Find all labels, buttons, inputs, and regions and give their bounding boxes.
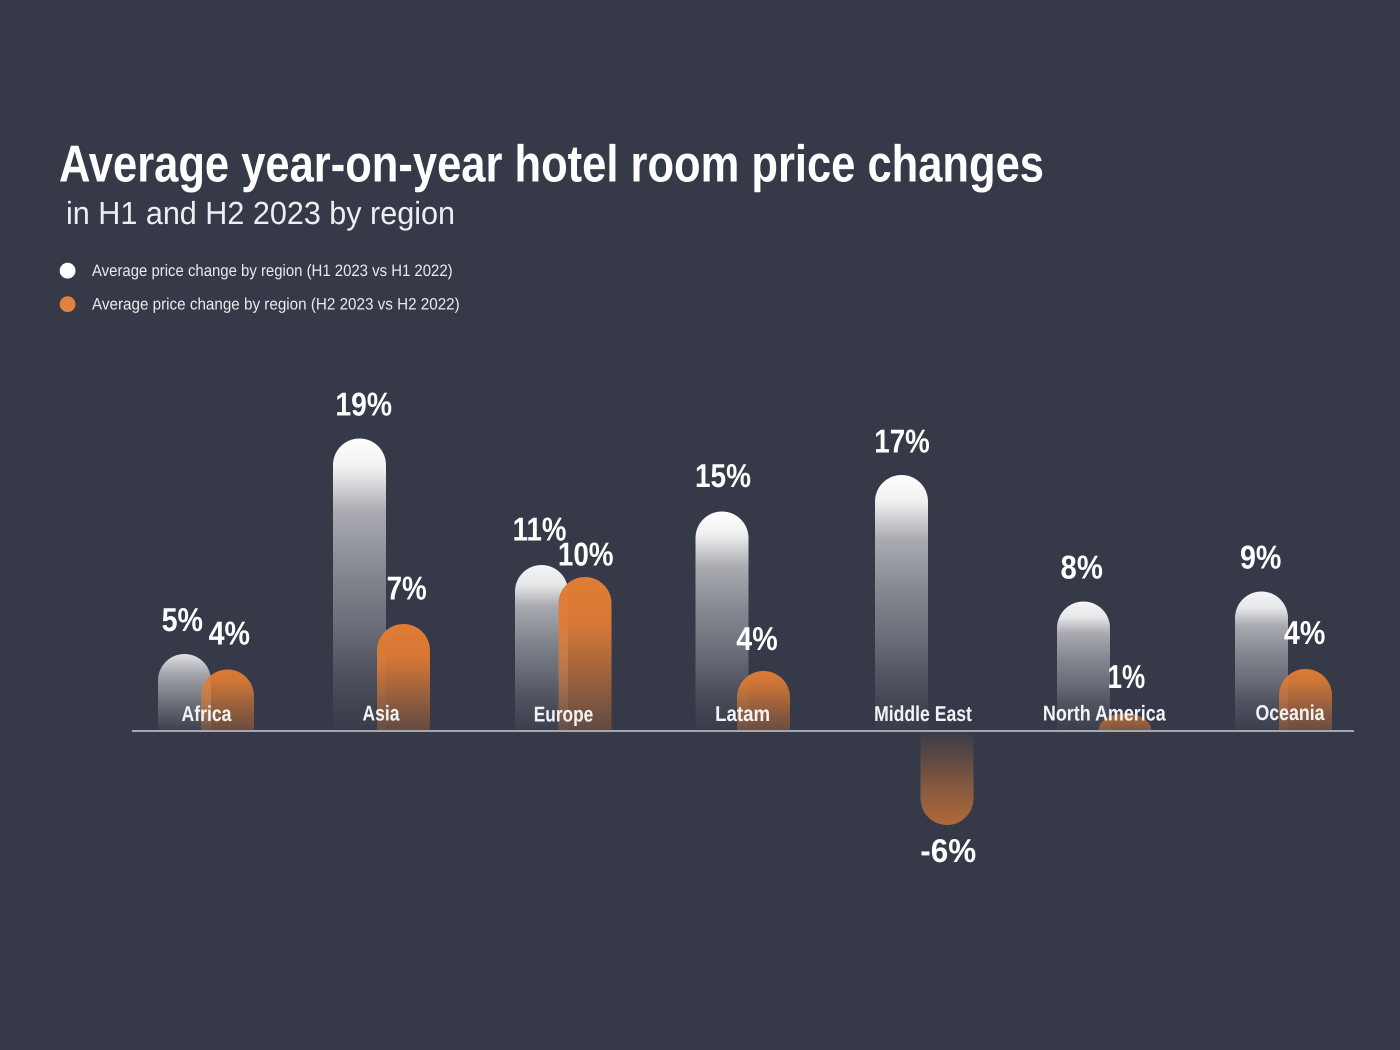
- svg-text:North America: North America: [1043, 702, 1167, 726]
- svg-text:7%: 7%: [387, 570, 427, 607]
- svg-text:17%: 17%: [874, 423, 929, 460]
- svg-text:in H1 and H2 2023 by region: in H1 and H2 2023 by region: [66, 195, 455, 231]
- svg-text:9%: 9%: [1240, 539, 1281, 576]
- svg-text:4%: 4%: [1284, 614, 1325, 651]
- svg-text:8%: 8%: [1061, 549, 1103, 586]
- svg-text:Average year-on-year hotel roo: Average year-on-year hotel room price ch…: [59, 135, 1044, 193]
- svg-text:11%: 11%: [513, 511, 567, 548]
- svg-text:1%: 1%: [1107, 658, 1145, 695]
- svg-text:10%: 10%: [558, 536, 614, 573]
- svg-text:Asia: Asia: [363, 702, 401, 726]
- svg-text:-6%: -6%: [920, 832, 976, 869]
- svg-text:Latam: Latam: [715, 702, 770, 726]
- svg-text:4%: 4%: [736, 620, 777, 657]
- svg-text:19%: 19%: [335, 385, 392, 422]
- svg-text:Africa: Africa: [182, 702, 233, 726]
- svg-text:15%: 15%: [695, 457, 751, 494]
- svg-text:Europe: Europe: [534, 703, 594, 727]
- svg-text:Middle East: Middle East: [874, 702, 972, 726]
- svg-text:Average price change by region: Average price change by region (H1 2023 …: [92, 262, 453, 280]
- svg-text:Average price change by region: Average price change by region (H2 2023 …: [92, 295, 460, 313]
- svg-text:5%: 5%: [162, 601, 203, 638]
- svg-text:Oceania: Oceania: [1256, 701, 1326, 725]
- svg-text:4%: 4%: [209, 614, 250, 651]
